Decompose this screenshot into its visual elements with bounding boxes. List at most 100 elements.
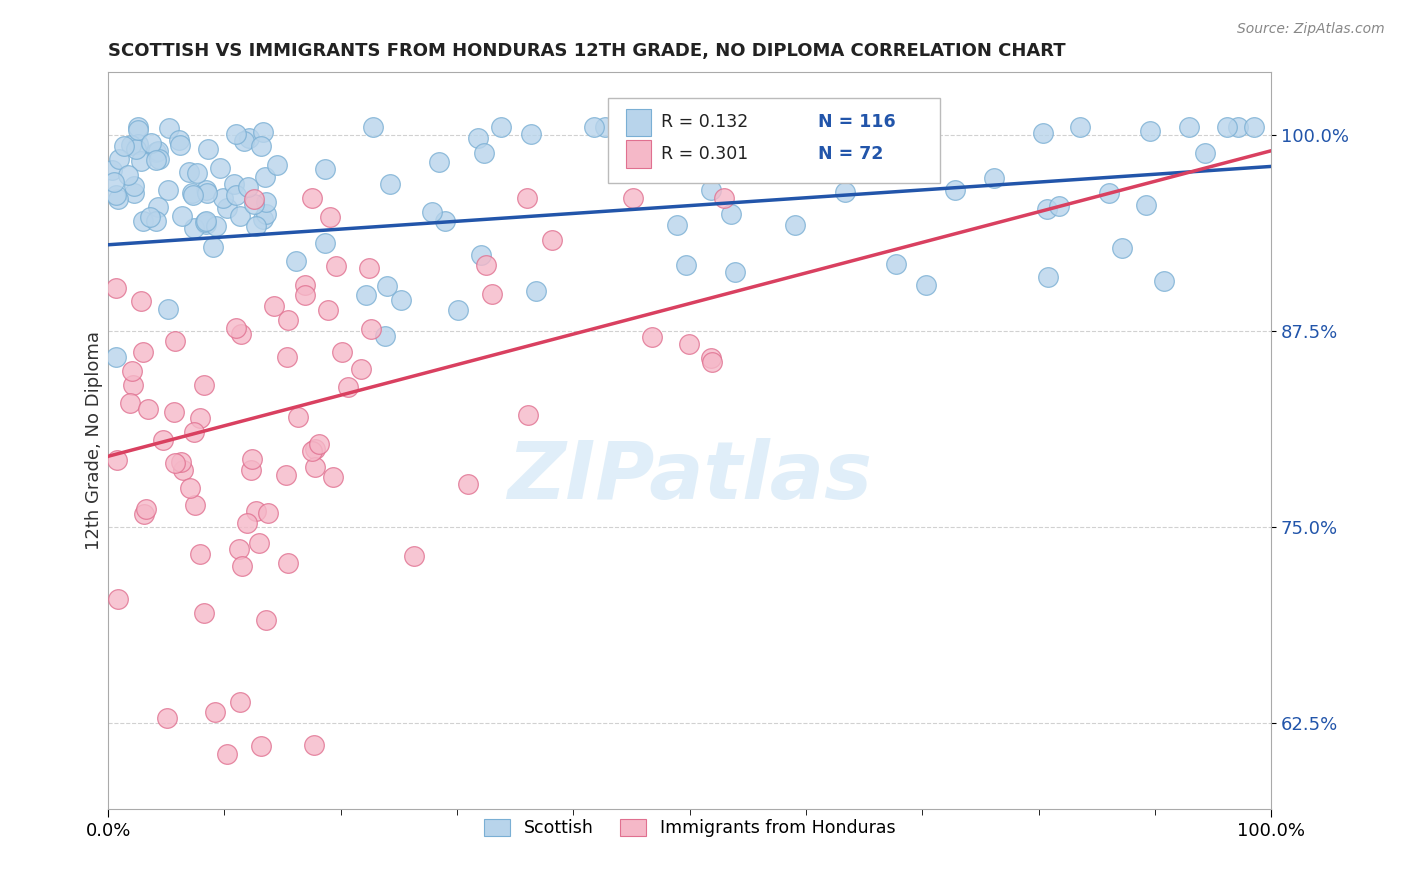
Point (131, 345, 153, 359)
Point (243, 192, 266, 206)
Point (165, 456, 187, 470)
Point (447, 302, 470, 317)
Point (336, 380, 359, 394)
Point (314, 235, 336, 250)
Point (204, 705, 226, 719)
Point (378, 177, 401, 191)
Point (112, 138, 135, 153)
Point (1153, 274, 1175, 288)
Point (277, 556, 299, 570)
Point (360, 322, 382, 336)
Point (420, 204, 443, 219)
Point (172, 210, 194, 224)
Point (127, 137, 149, 152)
Point (229, 695, 252, 709)
Point (122, 179, 145, 194)
Point (700, 183, 723, 197)
Point (276, 350, 298, 364)
Point (806, 157, 828, 171)
Point (122, 378, 145, 392)
Point (254, 194, 277, 209)
Point (308, 437, 330, 451)
Point (302, 739, 325, 753)
Point (434, 214, 457, 228)
Point (489, 120, 512, 135)
Point (163, 405, 186, 419)
Point (481, 286, 503, 301)
Point (472, 146, 495, 161)
Point (183, 221, 205, 235)
Point (146, 144, 169, 158)
Point (145, 214, 167, 228)
Point (356, 288, 378, 302)
Point (238, 131, 260, 145)
Point (152, 434, 174, 448)
Point (107, 192, 129, 206)
Point (208, 161, 231, 175)
Point (429, 155, 451, 169)
Point (236, 180, 259, 194)
Point (179, 481, 201, 495)
Point (181, 187, 204, 202)
Point (983, 170, 1005, 185)
Point (254, 207, 277, 221)
Point (1216, 120, 1239, 135)
Point (516, 409, 538, 423)
Point (914, 278, 936, 293)
Point (884, 257, 907, 271)
Point (136, 401, 159, 416)
Point (834, 146, 856, 161)
Point (148, 153, 170, 167)
Point (167, 133, 190, 147)
Text: R = 0.301: R = 0.301 (661, 145, 748, 163)
Point (252, 212, 274, 227)
Point (666, 218, 689, 232)
Point (724, 265, 747, 279)
Point (541, 233, 564, 247)
Point (623, 191, 645, 205)
Point (304, 460, 326, 475)
Point (1098, 186, 1121, 201)
Point (359, 260, 381, 275)
Point (325, 259, 347, 273)
Point (284, 253, 307, 268)
Point (103, 175, 125, 189)
Bar (626, 109, 651, 136)
Point (127, 122, 149, 136)
Point (163, 334, 186, 349)
Point (239, 463, 262, 477)
Point (202, 240, 225, 254)
Bar (626, 140, 651, 169)
Point (132, 507, 155, 521)
Point (250, 739, 273, 754)
Point (232, 134, 254, 148)
Point (157, 120, 180, 135)
Point (713, 191, 735, 205)
Point (100, 162, 122, 177)
Point (195, 183, 218, 197)
Point (700, 351, 723, 365)
Point (229, 209, 252, 223)
Point (1139, 124, 1161, 138)
Point (593, 120, 616, 135)
Point (194, 217, 217, 231)
Point (785, 219, 807, 233)
Point (314, 162, 336, 177)
Point (107, 592, 129, 607)
Point (834, 185, 856, 199)
Point (186, 166, 208, 180)
Point (105, 350, 128, 364)
Point (135, 501, 157, 516)
Point (194, 215, 217, 229)
Text: R = 0.132: R = 0.132 (661, 113, 748, 131)
Point (236, 516, 259, 531)
Point (470, 248, 492, 262)
Point (225, 188, 247, 202)
Text: ZIPatlas: ZIPatlas (508, 439, 872, 516)
Point (879, 120, 901, 135)
Point (1036, 270, 1059, 285)
Point (105, 453, 128, 467)
Point (287, 409, 309, 424)
Point (146, 200, 169, 214)
Text: N = 116: N = 116 (817, 113, 896, 131)
